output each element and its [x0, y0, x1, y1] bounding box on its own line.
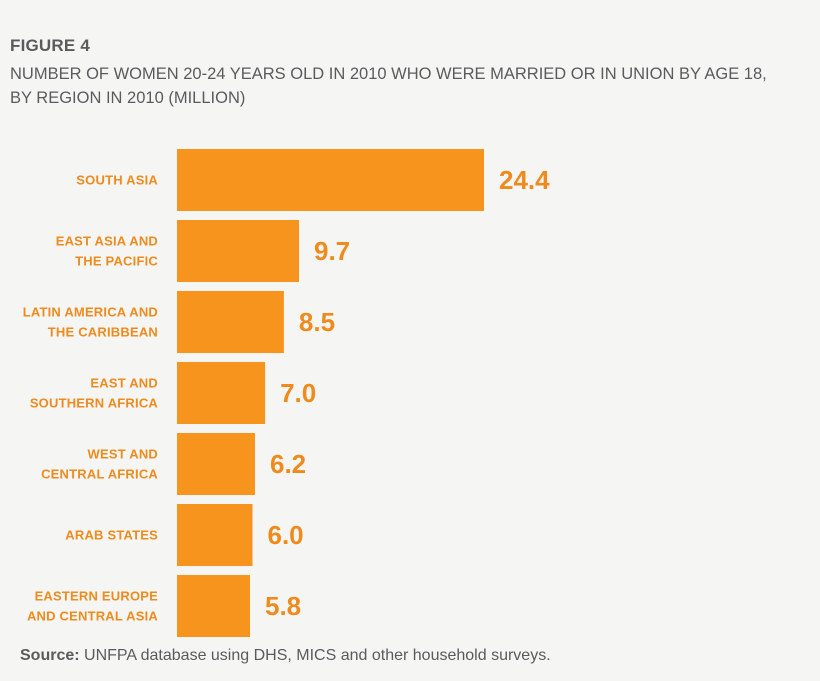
bar-3 — [177, 291, 284, 353]
value-label-7: 5.8 — [265, 591, 301, 621]
category-label-line: LATIN AMERICA AND — [23, 305, 158, 320]
bar-1 — [177, 149, 484, 211]
category-label-line: SOUTH ASIA — [76, 173, 158, 188]
source-label: Source: — [20, 647, 80, 664]
category-label-6: ARAB STATES — [65, 528, 158, 543]
category-label-line: AND CENTRAL ASIA — [27, 609, 158, 624]
bar-5 — [177, 433, 255, 495]
category-label-line: ARAB STATES — [65, 528, 158, 543]
value-label-4: 7.0 — [280, 378, 316, 408]
chart-title-line-2: BY REGION IN 2010 (MILLION) — [10, 89, 246, 107]
bar-4 — [177, 362, 266, 424]
category-label-7: EASTERN EUROPE AND CENTRAL ASIA — [27, 589, 158, 624]
value-label-5: 6.2 — [270, 449, 306, 479]
bar-6 — [177, 504, 253, 566]
value-label-1: 24.4 — [499, 165, 550, 195]
category-label-4: EAST AND SOUTHERN AFRICA — [30, 376, 159, 411]
category-label-line: EAST ASIA AND — [56, 234, 158, 249]
figure-label: FIGURE 4 — [10, 36, 91, 55]
source-note: Source: UNFPA database using DHS, MICS a… — [20, 647, 551, 665]
category-label-line: SOUTHERN AFRICA — [30, 396, 159, 411]
category-label-line: WEST AND — [88, 447, 158, 462]
category-label-5: WEST AND CENTRAL AFRICA — [41, 447, 158, 482]
bar-2 — [177, 220, 299, 282]
chart-title-line-1: NUMBER OF WOMEN 20-24 YEARS OLD IN 2010 … — [10, 65, 767, 83]
source-text: UNFPA database using DHS, MICS and other… — [79, 647, 551, 664]
category-label-line: THE CARIBBEAN — [48, 325, 158, 340]
value-label-3: 8.5 — [299, 307, 335, 337]
value-label-2: 9.7 — [314, 236, 350, 266]
category-label-2: EAST ASIA AND THE PACIFIC — [56, 234, 159, 269]
category-label-line: THE PACIFIC — [75, 254, 158, 269]
category-label-line: CENTRAL AFRICA — [41, 467, 158, 482]
category-label-1: SOUTH ASIA — [76, 173, 158, 188]
chart-title: NUMBER OF WOMEN 20-24 YEARS OLD IN 2010 … — [10, 62, 818, 110]
bar-7 — [177, 575, 250, 637]
category-label-line: EAST AND — [90, 376, 158, 391]
category-label-line: EASTERN EUROPE — [35, 589, 159, 604]
value-label-6: 6.0 — [268, 520, 304, 550]
category-label-3: LATIN AMERICA AND THE CARIBBEAN — [23, 305, 158, 340]
